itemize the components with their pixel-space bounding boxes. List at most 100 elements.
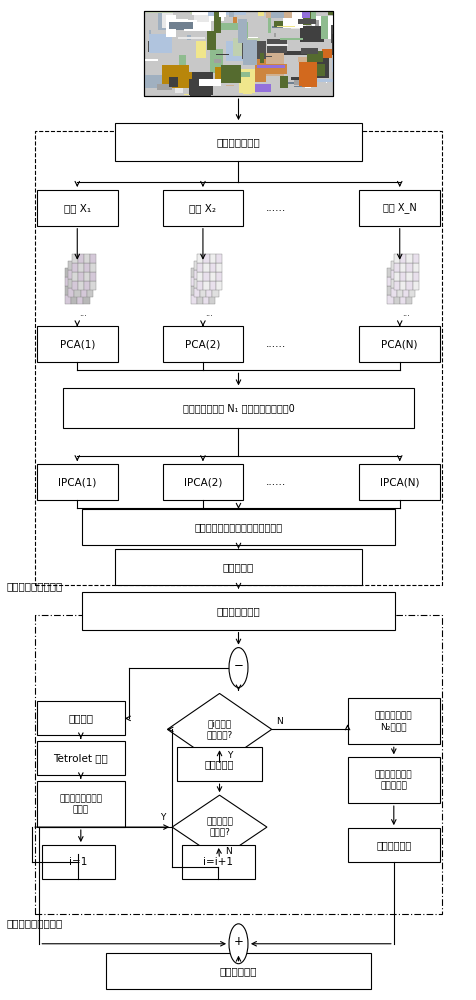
Text: 将所有分量重组为小波子带的形式: 将所有分量重组为小波子带的形式 [194, 522, 282, 532]
FancyBboxPatch shape [84, 263, 90, 272]
FancyBboxPatch shape [262, 64, 287, 74]
Text: IPCA(1): IPCA(1) [58, 477, 96, 487]
FancyBboxPatch shape [396, 279, 402, 288]
FancyBboxPatch shape [314, 79, 336, 82]
FancyBboxPatch shape [171, 19, 188, 26]
FancyBboxPatch shape [299, 26, 323, 42]
FancyBboxPatch shape [239, 37, 258, 43]
FancyBboxPatch shape [87, 270, 93, 279]
FancyBboxPatch shape [209, 281, 215, 290]
FancyBboxPatch shape [393, 281, 399, 290]
FancyBboxPatch shape [71, 286, 77, 295]
FancyBboxPatch shape [405, 295, 411, 304]
Text: ...: ... [401, 309, 409, 318]
FancyBboxPatch shape [267, 39, 286, 53]
FancyBboxPatch shape [331, 60, 337, 72]
FancyBboxPatch shape [189, 84, 210, 96]
FancyBboxPatch shape [215, 254, 221, 263]
FancyBboxPatch shape [206, 261, 212, 270]
FancyBboxPatch shape [65, 295, 71, 304]
FancyBboxPatch shape [106, 953, 370, 989]
FancyBboxPatch shape [408, 270, 415, 279]
Text: 进一步分解: 进一步分解 [204, 759, 234, 769]
FancyBboxPatch shape [406, 272, 412, 281]
FancyBboxPatch shape [203, 272, 209, 281]
FancyBboxPatch shape [90, 254, 96, 263]
FancyBboxPatch shape [68, 261, 74, 270]
FancyBboxPatch shape [393, 295, 399, 304]
FancyBboxPatch shape [399, 295, 405, 304]
FancyBboxPatch shape [408, 279, 415, 288]
FancyBboxPatch shape [282, 4, 302, 28]
FancyBboxPatch shape [212, 279, 218, 288]
FancyBboxPatch shape [194, 279, 199, 288]
Text: 细节图像: 细节图像 [68, 713, 93, 723]
FancyBboxPatch shape [71, 295, 77, 304]
FancyBboxPatch shape [402, 270, 408, 279]
Text: PCA(1): PCA(1) [60, 339, 95, 349]
FancyBboxPatch shape [74, 270, 80, 279]
FancyBboxPatch shape [202, 286, 208, 295]
FancyBboxPatch shape [198, 79, 221, 86]
FancyBboxPatch shape [257, 65, 285, 68]
FancyBboxPatch shape [268, 12, 271, 33]
FancyBboxPatch shape [298, 19, 315, 24]
FancyBboxPatch shape [239, 69, 255, 93]
FancyBboxPatch shape [82, 509, 394, 545]
FancyBboxPatch shape [405, 268, 411, 277]
FancyBboxPatch shape [215, 272, 221, 281]
Text: ...: ... [79, 309, 87, 318]
Circle shape [228, 924, 248, 964]
FancyBboxPatch shape [316, 55, 328, 78]
FancyBboxPatch shape [231, 75, 243, 82]
FancyBboxPatch shape [162, 326, 243, 362]
Text: 计算每个高频子带
的能量: 计算每个高频子带 的能量 [59, 794, 102, 814]
FancyBboxPatch shape [215, 0, 218, 13]
FancyBboxPatch shape [77, 268, 83, 277]
FancyBboxPatch shape [347, 828, 439, 862]
FancyBboxPatch shape [197, 254, 203, 263]
FancyBboxPatch shape [248, 45, 261, 52]
FancyBboxPatch shape [396, 270, 402, 279]
Text: ......: ...... [266, 203, 286, 213]
FancyBboxPatch shape [390, 288, 396, 297]
FancyBboxPatch shape [290, 77, 304, 80]
FancyBboxPatch shape [190, 277, 197, 286]
FancyBboxPatch shape [205, 13, 224, 21]
FancyBboxPatch shape [402, 279, 408, 288]
FancyBboxPatch shape [393, 263, 399, 272]
Text: IPCA(N): IPCA(N) [379, 477, 418, 487]
FancyBboxPatch shape [196, 41, 206, 58]
FancyBboxPatch shape [299, 62, 316, 87]
FancyBboxPatch shape [144, 75, 164, 88]
FancyBboxPatch shape [387, 277, 393, 286]
Text: −: − [233, 659, 243, 672]
FancyBboxPatch shape [162, 464, 243, 500]
FancyBboxPatch shape [277, 26, 295, 27]
FancyBboxPatch shape [390, 261, 396, 270]
FancyBboxPatch shape [347, 698, 439, 744]
FancyBboxPatch shape [279, 76, 288, 88]
FancyBboxPatch shape [412, 254, 418, 263]
FancyBboxPatch shape [266, 0, 292, 18]
FancyBboxPatch shape [332, 43, 347, 64]
FancyBboxPatch shape [171, 72, 192, 79]
FancyBboxPatch shape [37, 464, 117, 500]
FancyBboxPatch shape [90, 263, 96, 272]
FancyBboxPatch shape [74, 279, 80, 288]
FancyBboxPatch shape [300, 76, 314, 86]
FancyBboxPatch shape [77, 286, 83, 295]
FancyBboxPatch shape [63, 388, 413, 428]
FancyBboxPatch shape [243, 40, 257, 65]
FancyBboxPatch shape [206, 288, 212, 297]
Text: i=1: i=1 [69, 857, 88, 867]
FancyBboxPatch shape [74, 261, 80, 270]
FancyBboxPatch shape [207, 31, 216, 50]
FancyBboxPatch shape [83, 295, 89, 304]
FancyBboxPatch shape [259, 53, 264, 63]
FancyBboxPatch shape [209, 272, 215, 281]
FancyBboxPatch shape [390, 270, 396, 279]
FancyBboxPatch shape [399, 272, 406, 281]
FancyBboxPatch shape [78, 272, 84, 281]
FancyBboxPatch shape [393, 268, 399, 277]
